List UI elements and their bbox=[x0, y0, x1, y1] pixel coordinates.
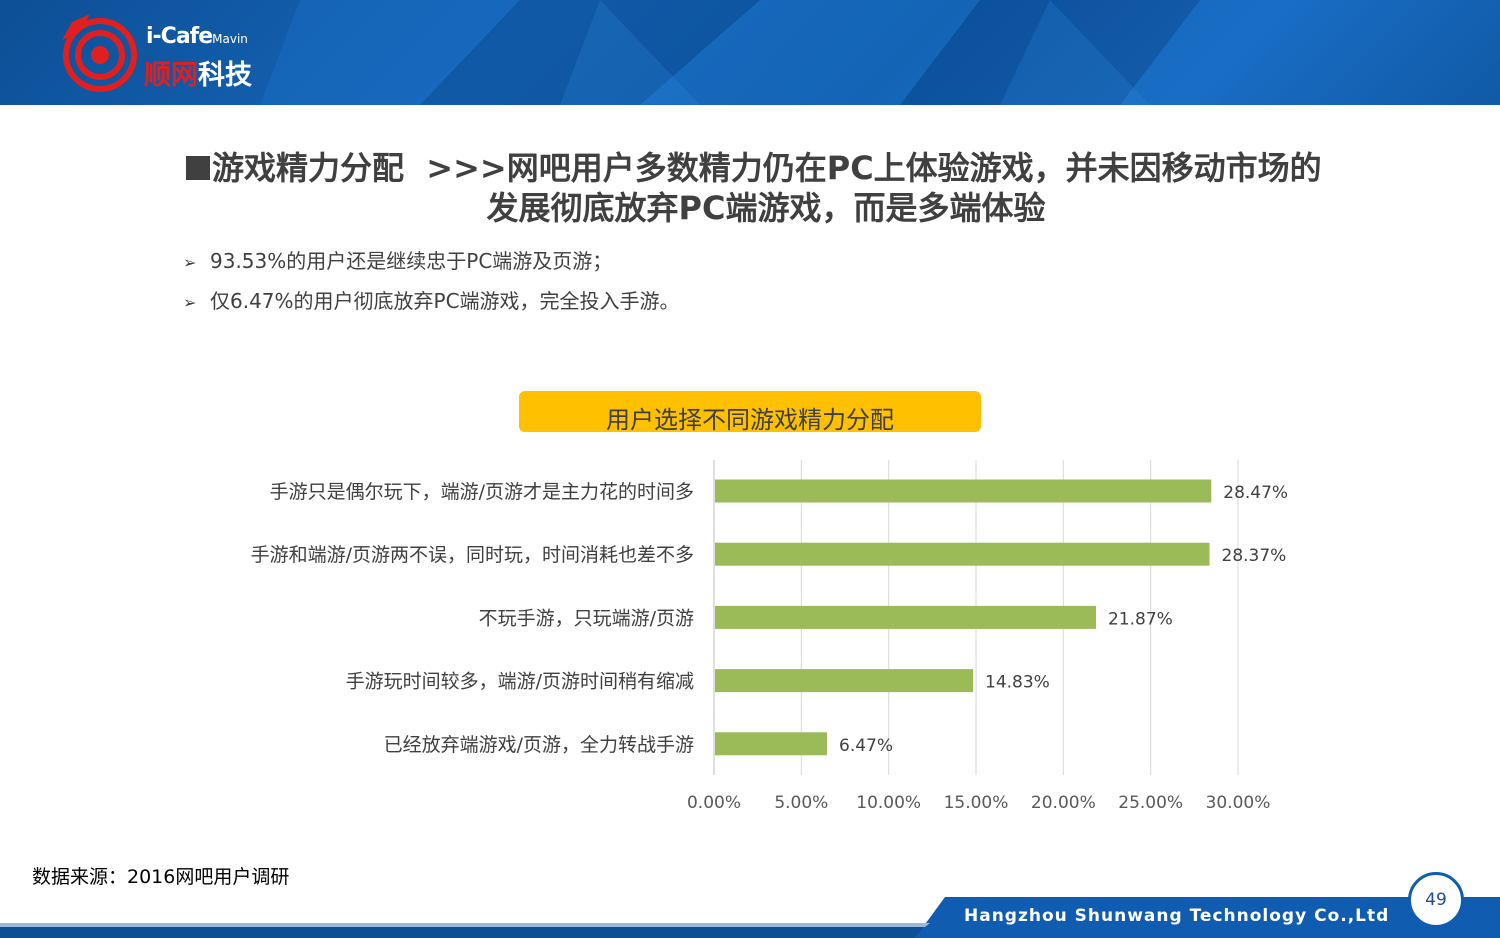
header-pattern bbox=[260, 0, 1500, 105]
data-label: 14.83% bbox=[985, 673, 1050, 693]
logo-brand-latin: i-CafeMavin bbox=[146, 24, 248, 49]
page-number: 49 bbox=[1408, 872, 1464, 928]
company-logo: i-CafeMavin 顺网科技 bbox=[60, 10, 300, 95]
bar bbox=[715, 732, 828, 756]
arrow-bullet-icon: ➢ bbox=[183, 293, 197, 312]
x-tick-label: 30.00% bbox=[1206, 793, 1271, 813]
bar bbox=[715, 669, 974, 693]
bullet-item: ➢ 仅6.47%的用户彻底放弃PC端游戏，完全投入手游。 bbox=[183, 283, 680, 323]
arrow-bullet-icon: ➢ bbox=[183, 253, 197, 272]
title-line1: >>>网吧用户多数精力仍在PC上体验游戏，并未因移动市场的 bbox=[426, 149, 1322, 187]
data-label: 6.47% bbox=[839, 736, 893, 756]
bullet-item: ➢ 93.53%的用户还是继续忠于PC端游及页游； bbox=[183, 243, 680, 283]
data-label: 21.87% bbox=[1108, 609, 1173, 629]
category-label: 手游玩时间较多，端游/页游时间稍有缩减 bbox=[346, 671, 694, 693]
data-label: 28.37% bbox=[1222, 546, 1287, 566]
x-tick-label: 10.00% bbox=[856, 793, 921, 813]
title-line2: 发展彻底放弃PC端游戏，而是多端体验 bbox=[486, 189, 1046, 227]
chart-title: 用户选择不同游戏精力分配 bbox=[519, 391, 981, 432]
category-label: 手游和端游/页游两不误，同时玩，时间消耗也差不多 bbox=[251, 544, 694, 566]
x-tick-label: 0.00% bbox=[687, 793, 741, 813]
x-tick-label: 20.00% bbox=[1031, 793, 1096, 813]
category-label: 手游只是偶尔玩下，端游/页游才是主力花的时间多 bbox=[270, 481, 694, 503]
header-banner: i-CafeMavin 顺网科技 bbox=[0, 0, 1500, 105]
footer-company: Hangzhou Shunwang Technology Co.,Ltd bbox=[964, 906, 1390, 926]
x-tick-label: 5.00% bbox=[774, 793, 828, 813]
title-section: 游戏精力分配 bbox=[212, 149, 405, 187]
data-label: 28.47% bbox=[1223, 483, 1288, 503]
logo-brand-cn: 顺网科技 bbox=[144, 60, 252, 91]
bullet-list: ➢ 93.53%的用户还是继续忠于PC端游及页游； ➢ 仅6.47%的用户彻底放弃P… bbox=[183, 243, 680, 323]
x-tick-label: 25.00% bbox=[1118, 793, 1183, 813]
bar bbox=[715, 542, 1210, 566]
footer-bar bbox=[0, 897, 1500, 938]
category-label: 已经放弃端游戏/页游，全力转战手游 bbox=[384, 734, 694, 756]
logo-target-icon bbox=[62, 14, 137, 92]
title-square-icon bbox=[186, 156, 210, 180]
category-label: 不玩手游，只玩端游/页游 bbox=[479, 607, 694, 629]
bar bbox=[715, 605, 1096, 629]
page-title: 游戏精力分配 >>>网吧用户多数精力仍在PC上体验游戏，并未因移动市场的 发展彻… bbox=[186, 148, 1336, 228]
data-source: 数据来源：2016网吧用户调研 bbox=[32, 866, 290, 888]
bar bbox=[715, 479, 1212, 503]
x-tick-label: 15.00% bbox=[944, 793, 1009, 813]
